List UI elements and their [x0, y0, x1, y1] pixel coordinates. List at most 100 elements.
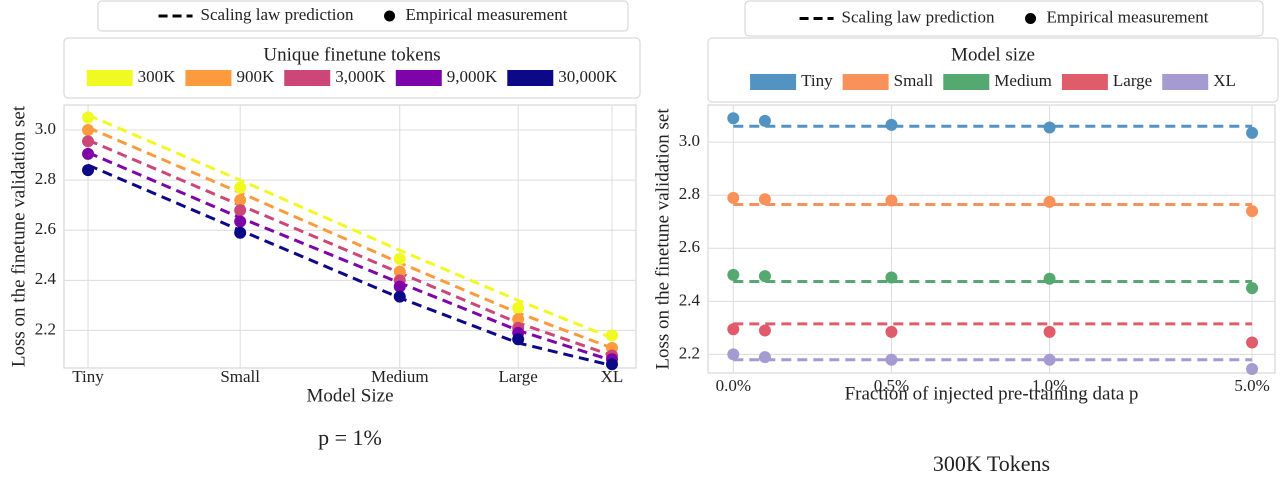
plot-area [63, 104, 637, 369]
legend-swatch [507, 70, 554, 86]
measurement-dot [82, 111, 95, 124]
legend-swatch [395, 70, 442, 86]
measurement-dot [1043, 195, 1056, 208]
legend-swatch [86, 70, 133, 86]
y-axis-label: Loss on the finetune validation set [652, 108, 673, 370]
measurement-dot [885, 353, 898, 366]
legend-label: 900K [236, 67, 275, 86]
measurement-dot [605, 358, 618, 371]
measurement-dot [82, 164, 95, 177]
legend-swatch [185, 70, 232, 86]
measurement-dot [1043, 325, 1056, 338]
measurement-dot [1043, 272, 1056, 285]
measurement-dot [758, 270, 771, 283]
measurement-dot [393, 280, 406, 293]
measurement-dot [512, 301, 525, 314]
legend-label: Tiny [801, 71, 833, 90]
plot-area [707, 104, 1276, 374]
legend-frame [744, 0, 1264, 37]
legend-label: 300K [138, 67, 177, 86]
legend-frame [97, 0, 629, 32]
measurement-dot [605, 329, 618, 342]
legend-label: 9,000K [447, 67, 498, 86]
legend-label: Scaling law prediction [201, 5, 354, 24]
measurement-dot [82, 124, 95, 137]
y-tick-label: 2.8 [35, 169, 56, 188]
measurement-dot [727, 268, 740, 281]
x-tick-label: 1.0% [1032, 376, 1067, 395]
measurement-dot [1246, 363, 1259, 376]
x-tick-label: Tiny [72, 367, 104, 386]
measurement-dot [234, 181, 247, 194]
measurement-dot [1246, 126, 1259, 139]
x-tick-label: Large [498, 367, 537, 386]
legend-title: Unique finetune tokens [263, 44, 440, 65]
legend-swatch [1162, 74, 1209, 90]
legend-label: Empirical measurement [1047, 7, 1209, 26]
measurement-dot [234, 194, 247, 207]
legend-title: Model size [951, 44, 1035, 65]
y-tick-label: 3.0 [35, 119, 56, 138]
measurement-dot [512, 333, 525, 346]
y-tick-label: 2.8 [679, 184, 700, 203]
measurement-dot [393, 290, 406, 303]
measurement-dot [393, 253, 406, 266]
legend-swatch [284, 70, 331, 86]
measurement-dot [885, 194, 898, 207]
legend-dot [1025, 13, 1037, 24]
y-tick-label: 3.0 [679, 131, 700, 150]
legend-label: Small [894, 71, 934, 90]
prediction-line [87, 113, 613, 340]
measurement-dot [82, 135, 95, 148]
y-tick-label: 2.6 [679, 237, 700, 256]
measurement-dot [727, 348, 740, 361]
legend-label: Empirical measurement [406, 5, 568, 24]
legend-dot [384, 10, 396, 22]
measurement-dot [727, 191, 740, 204]
measurement-dot [234, 226, 247, 239]
legend-swatch [943, 74, 990, 90]
measurement-dot [758, 324, 771, 337]
x-axis-label: Model Size [306, 385, 393, 406]
measurement-dot [758, 193, 771, 206]
chart-title: 300K Tokens [933, 451, 1050, 476]
measurement-dot [1043, 353, 1056, 366]
measurement-dot [885, 118, 898, 131]
legend-label: XL [1213, 71, 1236, 90]
y-tick-label: 2.2 [35, 319, 56, 338]
x-tick-label: 5.0% [1234, 376, 1269, 395]
measurement-dot [393, 265, 406, 278]
measurement-dot [1246, 205, 1259, 218]
x-axis-label: Fraction of injected pre-training data p [845, 383, 1139, 404]
measurement-dot [758, 351, 771, 364]
legend-label: Medium [994, 71, 1052, 90]
legend-label: 30,000K [558, 67, 618, 86]
plot-layer [733, 124, 1253, 362]
y-tick-label: 2.6 [35, 219, 56, 238]
legend-swatch [750, 74, 797, 90]
legend-label: Scaling law prediction [842, 7, 995, 26]
measurement-dot [1246, 336, 1259, 349]
measurement-dot [234, 204, 247, 217]
measurement-dot [885, 271, 898, 284]
x-tick-label: 0.5% [874, 376, 909, 395]
legend-label: 3,000K [335, 67, 386, 86]
chart-title: p = 1% [318, 425, 382, 450]
legend-label: Large [1113, 71, 1152, 90]
measurement-dot [512, 313, 525, 326]
y-tick-label: 2.4 [679, 290, 701, 309]
measurement-dot [727, 323, 740, 336]
x-tick-label: Small [220, 367, 260, 386]
y-tick-label: 2.4 [35, 269, 57, 288]
measurement-dot [885, 325, 898, 338]
x-tick-label: XL [601, 367, 624, 386]
measurement-dot [1043, 121, 1056, 134]
measurement-dot [758, 114, 771, 127]
y-axis-label: Loss on the finetune validation set [8, 105, 29, 367]
legend-swatch [842, 74, 889, 90]
measurement-dot [234, 215, 247, 228]
x-tick-label: Medium [371, 367, 429, 386]
y-tick-label: 2.2 [679, 343, 700, 362]
legend-swatch [1061, 74, 1108, 90]
